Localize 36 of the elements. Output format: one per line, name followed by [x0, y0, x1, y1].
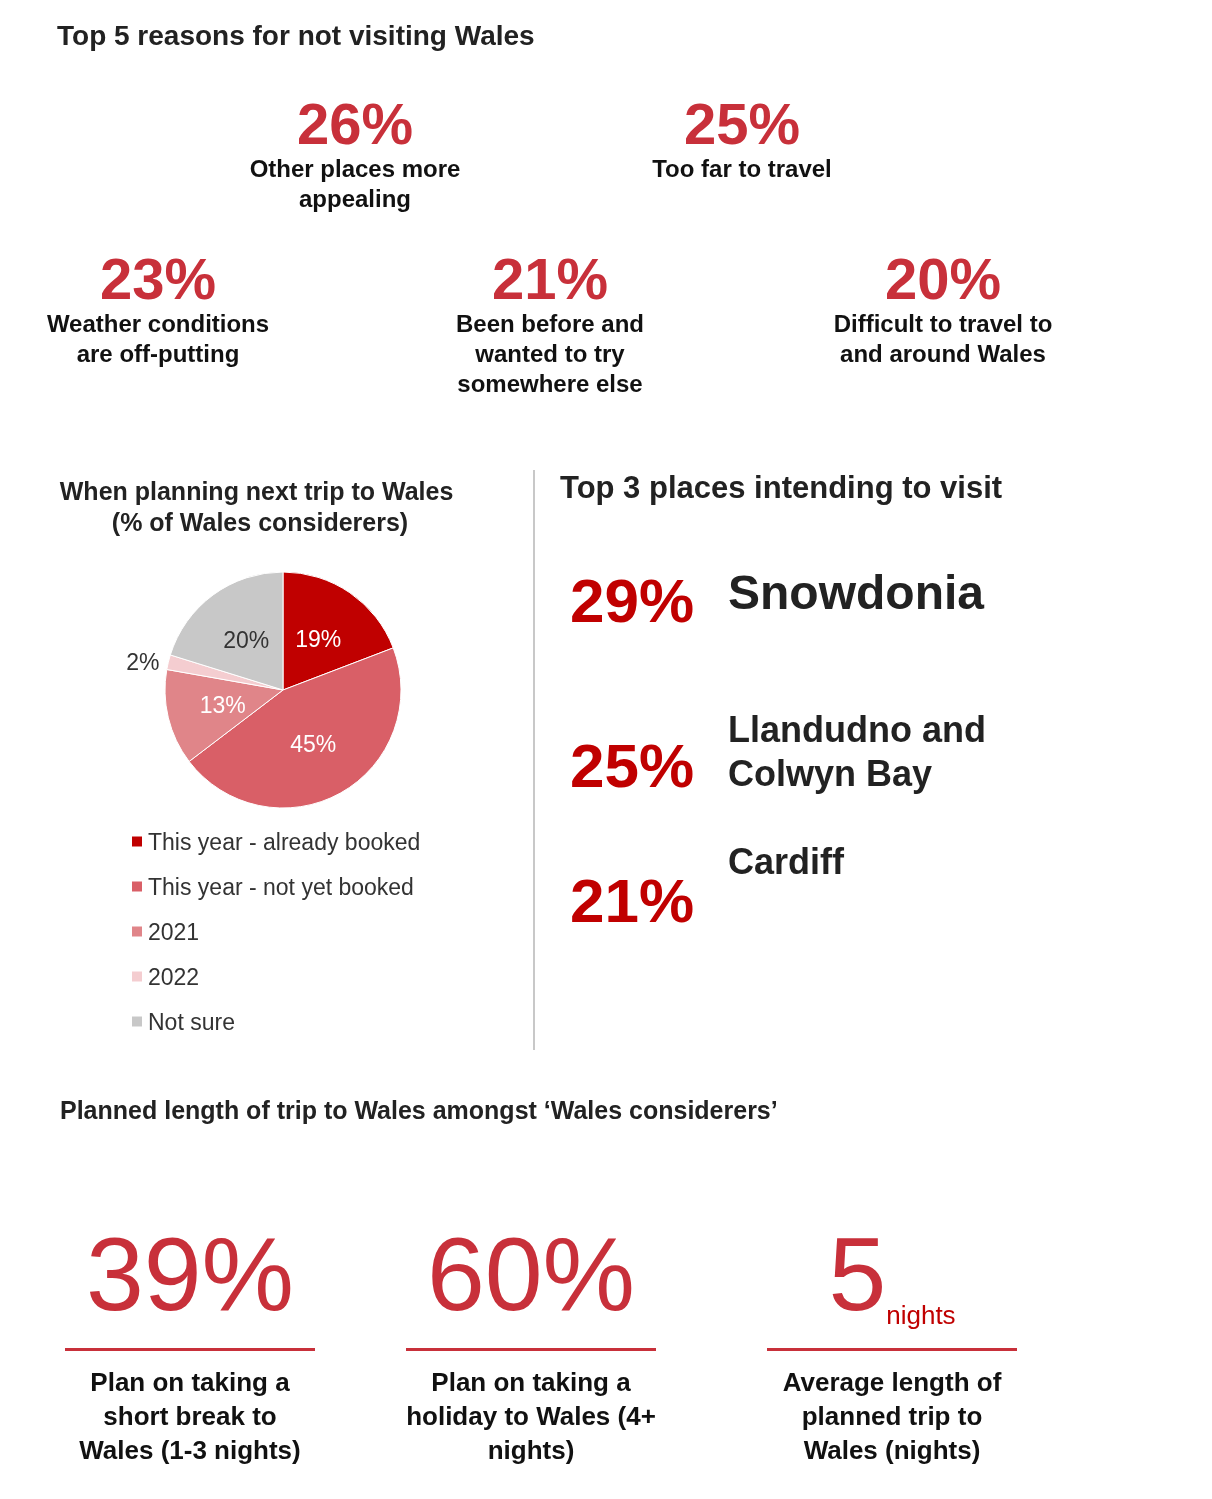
text: 39% [84, 1215, 296, 1334]
text: 25% [570, 730, 696, 801]
data-label: 45% [290, 731, 337, 758]
legend-label: This year - not yet booked [148, 873, 414, 900]
text: Top 5 reasons for not visiting Wales [57, 20, 535, 52]
text: Planned length of trip to Wales amongst ‘Wales considerers’ [60, 1096, 778, 1125]
text: Been before and wanted to try somewhere else [454, 309, 645, 399]
text: 21% [570, 865, 696, 936]
text: Snowdonia [728, 566, 986, 619]
text: Cardiff [728, 840, 845, 884]
text: Plan on taking a holiday to Wales (4+ nights) [406, 1366, 656, 1467]
text: Plan on taking a short break to Wales (1-3 nights) [78, 1366, 302, 1467]
text: 26% [295, 90, 415, 157]
text: Other places more appealing [248, 154, 462, 214]
text: 60% [425, 1215, 637, 1334]
text: Weather conditions are off-putting [45, 309, 271, 369]
text: Difficult to travel to and around Wales [832, 309, 1054, 369]
text: Too far to travel [651, 154, 833, 184]
text: 29% [570, 565, 696, 636]
text: Top 3 places intending to visit [560, 470, 1003, 506]
text: 21% [490, 245, 610, 312]
legend-label: 2021 [148, 918, 200, 945]
text: 20% [883, 245, 1003, 312]
data-label: 2% [126, 648, 160, 675]
text: Average length of planned trip to Wales (nights) [781, 1366, 1003, 1467]
legend-label: This year - already booked [148, 828, 421, 855]
text: Llandudno and Colwyn Bay [728, 708, 987, 796]
data-label: 19% [295, 625, 342, 652]
text: 23% [98, 245, 218, 312]
legend-label: 2022 [148, 963, 200, 990]
data-label: 20% [223, 627, 270, 654]
text: 5$_{nights}$ [827, 1215, 957, 1334]
legend-label: Not sure [148, 1008, 235, 1035]
text: 25% [682, 90, 802, 157]
data-label: 13% [199, 691, 246, 718]
chart-title: When planning next trip to Wales (% of Wales considerers) [59, 476, 461, 536]
